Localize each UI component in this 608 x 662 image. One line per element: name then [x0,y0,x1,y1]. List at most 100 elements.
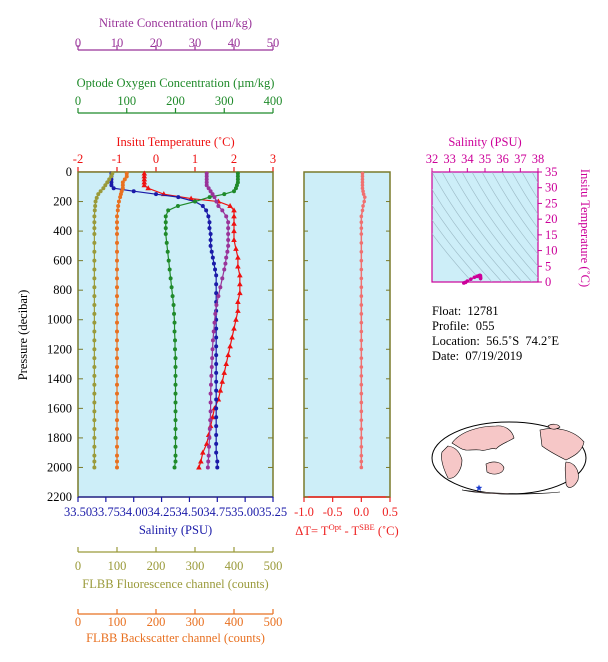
oxygen-point [173,459,178,464]
land-north-america [539,428,585,461]
temperature-point [227,202,233,208]
salinity-point [215,459,220,464]
tick-label: 0 [153,152,159,166]
nitrate-point [208,391,213,396]
salinity-point [214,326,219,331]
fluorescence-point [92,465,97,470]
nitrate-point [213,311,218,316]
pressure-tick-label: 1600 [47,401,72,415]
delta-t-point [359,459,364,464]
temperature-point [141,170,148,176]
nitrate-point [208,189,213,194]
salinity-point [200,203,205,208]
tick-label: 34.00 [120,505,148,519]
oxygen-point [173,347,178,352]
fluorescence-point [92,267,97,272]
fluorescence-point [92,208,97,213]
temperature-axis: -2 -1 0 1 2 3 Insitu Temperature (˚C) [73,135,276,173]
ts-y-tick-label: 20 [545,212,558,226]
delta-t-point [360,177,365,182]
oxygen-point [193,199,197,204]
fluorescence-point [92,329,97,334]
fluorescence-point [92,311,97,316]
float-info: Float: 12781 Profile: 055 Location: 56.5… [432,304,559,364]
delta-t-point [361,204,365,208]
nitrate-point [208,418,213,423]
salinity-point [211,261,216,266]
tick-label: 50 [267,36,280,50]
delta-t-point [359,241,364,245]
fluorescence-point [107,177,112,182]
fluorescence-point [92,356,97,361]
delta-t-point [359,409,364,414]
tick-label: 2 [231,152,237,166]
oxygen-point [233,186,238,191]
temperature-point [231,207,237,213]
delta-t-point [359,329,364,334]
pressure-tick-label: 2200 [47,490,72,504]
density-contour [481,172,538,255]
fluorescence-point [92,294,97,299]
tick-label: 1 [192,152,198,166]
ts-y-tick-label: 15 [545,228,558,242]
salinity-point [214,406,219,411]
axis-label: Optode Oxygen Concentration (µm/kg) [77,76,275,90]
oxygen-point [166,208,171,213]
backscatter-point [115,311,119,316]
delta-t-point [361,192,366,196]
delta-t-point [359,338,364,343]
fluorescence-point [92,338,97,343]
salinity-point [214,441,219,446]
ts-y-label: Insitu Temperature (˚C) [578,169,592,287]
nitrate-point [208,382,213,387]
temperature-point [231,213,237,219]
backscatter-point [115,214,119,219]
tick-label: 34.50 [175,505,203,519]
backscatter-point [115,400,119,405]
nitrate-point [210,192,215,197]
delta-t-point [360,174,365,179]
salinity-point [214,353,219,358]
axis-label: Nitrate Concentration (µm/kg) [99,16,252,30]
tick-label: 34.25 [148,505,176,519]
delta-t-point [360,208,365,213]
tick-label: 10 [111,36,124,50]
ts-diagram: Salinity (PSU) 32 33 34 35 36 37 3805101520253… [426,135,592,289]
tick-label: 40 [228,36,241,50]
backscatter-point [115,294,119,299]
fluorescence-point [92,391,97,396]
backscatter-point [115,208,120,213]
float-star-icon [475,484,483,491]
delta-t-point [361,189,365,194]
ts-y-tick-label: 35 [545,165,558,179]
oxygen-point [173,382,178,387]
backscatter-point [115,459,119,464]
oxygen-point [173,409,178,414]
salinity-point [207,220,212,225]
nitrate-point [204,174,209,179]
land-asia [451,425,515,451]
backscatter-point [115,285,119,290]
backscatter-point [115,418,119,423]
temperature-point [141,182,148,188]
tick-label: 35.00 [231,505,259,519]
ts-y-tick-label: 25 [545,196,558,210]
nitrate-point [220,276,225,281]
pressure-axis-label: Pressure (decibar) [16,290,30,381]
fluorescence-point [92,302,97,307]
salinity-point [206,214,211,219]
temperature-point [219,378,226,384]
delta-t-point [359,220,364,225]
salinity-point [214,362,219,367]
oxygen-point [173,373,178,378]
delta-t-point [360,171,365,176]
density-contour [432,172,513,282]
tick-label: 35.25 [259,505,287,519]
fluorescence-point [101,186,106,191]
fluorescence-point [92,373,97,378]
delta-t-point [359,365,364,369]
delta-t-point [359,258,364,263]
tick-label: 0 [75,559,81,573]
oxygen-series [163,171,240,470]
fluorescence-point [92,232,97,237]
